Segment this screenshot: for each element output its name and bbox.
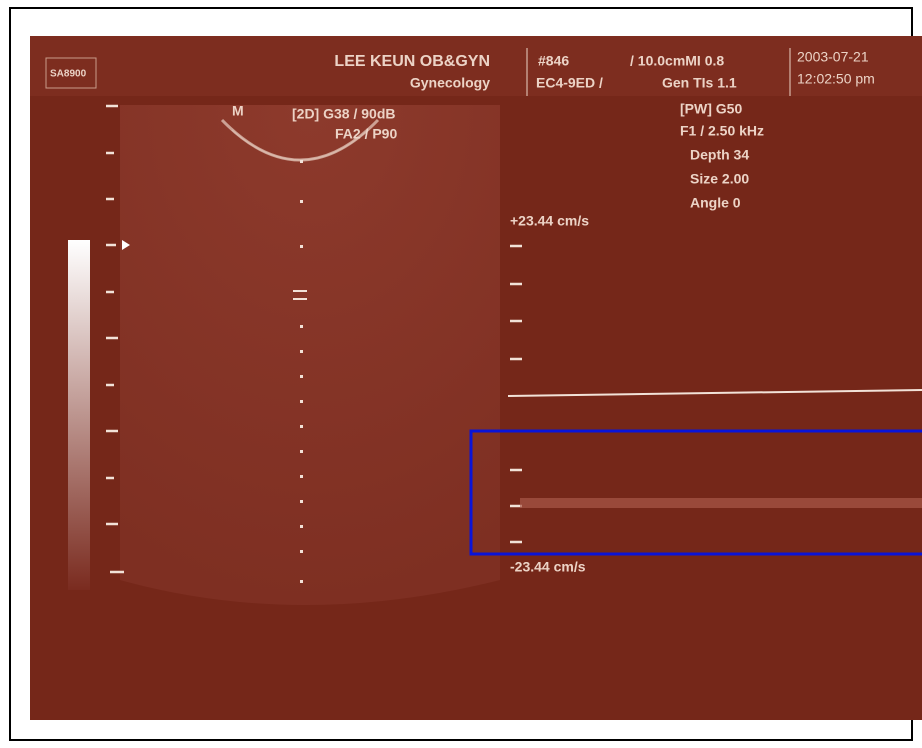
time: 12:02:50 pm: [797, 71, 875, 87]
device-label: SA8900: [50, 69, 87, 80]
doppler-param: [PW] G50: [680, 101, 742, 117]
device-box: [45, 57, 97, 89]
velocity-top: +23.44 cm/s: [510, 213, 589, 229]
depth-scale: [106, 104, 130, 574]
doppler-param: Angle 0: [690, 195, 741, 211]
clinic: LEE KEUN OB&GYN: [334, 53, 490, 70]
gray-bar: [68, 240, 90, 590]
settings-2d: FA2 / P90: [335, 126, 397, 142]
gen-tis: Gen TIs 1.1: [662, 75, 737, 91]
sector-2d: [120, 105, 500, 605]
date: 2003-07-21: [797, 49, 869, 65]
doppler-scale: [507, 244, 922, 544]
gain-2d: [2D] G38 / 90dB: [292, 106, 395, 122]
doppler-param: F1 / 2.50 kHz: [680, 123, 764, 139]
department: Gynecology: [410, 75, 490, 91]
probe: EC4-9ED /: [536, 75, 603, 91]
center-line: [293, 160, 307, 583]
orientation-marker: M: [232, 103, 244, 119]
probe-arc: [231, 129, 369, 161]
highlight-box: [469, 429, 922, 556]
depth-mi: / 10.0cmMI 0.8: [630, 53, 724, 69]
velocity-bottom: -23.44 cm/s: [510, 559, 586, 575]
doppler-param: Size 2.00: [690, 171, 749, 187]
header-band: [30, 36, 922, 96]
doppler-param: Depth 34: [690, 147, 749, 163]
patient-id: #846: [538, 53, 569, 69]
